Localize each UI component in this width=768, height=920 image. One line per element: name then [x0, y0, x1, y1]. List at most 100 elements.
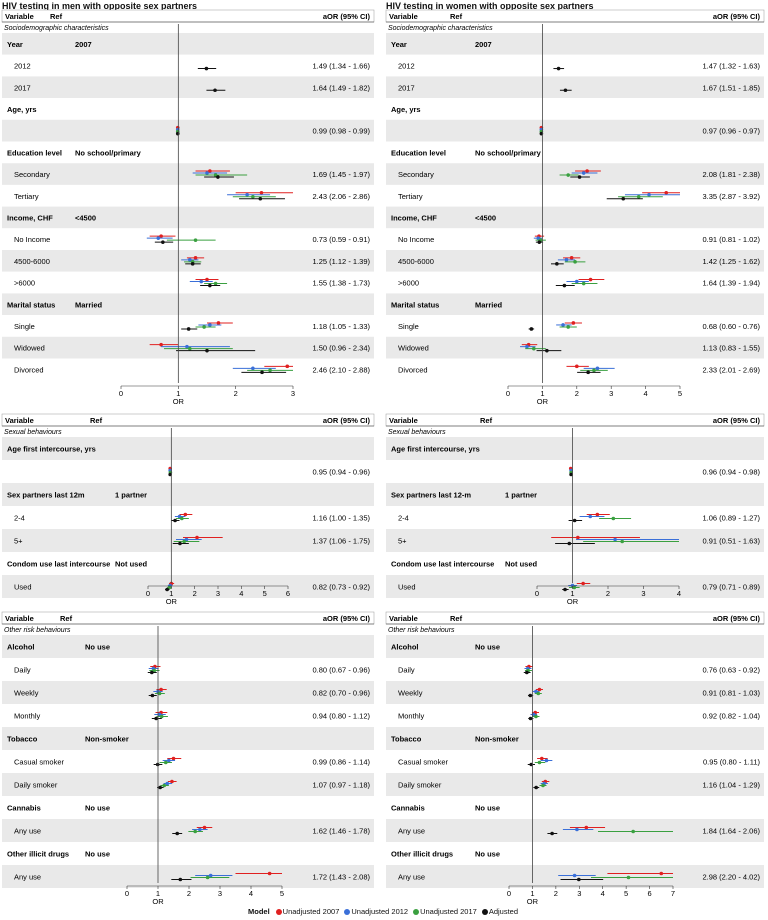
row-label: 2-4 [14, 514, 25, 523]
header-ref: Ref [50, 12, 63, 21]
table-row [2, 358, 374, 381]
row-group-label: Sex partners last 12-m [391, 491, 471, 500]
point-estimate-u12 [534, 689, 538, 694]
row-group-label: Marital status [7, 300, 55, 309]
row-label: Used [398, 583, 416, 592]
point-estimate-adj [150, 670, 154, 675]
men-panel-title: HIV testing in men with opposite sex par… [2, 1, 198, 11]
row-label: Secondary [398, 170, 434, 179]
point-estimate-u17 [566, 173, 570, 177]
table-row [2, 437, 374, 460]
row-ref-label: Not used [115, 560, 148, 569]
table-row [386, 552, 764, 575]
table-row [386, 796, 764, 819]
point-estimate-adj [586, 370, 590, 375]
header-variable: Variable [389, 12, 418, 21]
point-estimate-u12 [564, 258, 569, 262]
point-estimate-u07 [595, 512, 600, 517]
x-tick-label: 2 [193, 589, 197, 598]
point-estimate-u07 [581, 581, 585, 586]
point-estimate-adj [154, 716, 158, 721]
table-row [2, 796, 374, 819]
point-estimate-adj [569, 472, 573, 477]
x-tick-label: 3 [218, 889, 222, 898]
x-tick-label: 1 [570, 589, 574, 598]
row-aor-value: 1.16 (1.00 - 1.35) [312, 514, 370, 523]
table-row [386, 773, 764, 796]
header-aor: aOR (95% CI) [713, 614, 761, 623]
point-estimate-u07 [571, 321, 576, 325]
table-row [386, 315, 764, 337]
row-ref-label: Married [75, 300, 103, 309]
point-estimate-adj [621, 196, 626, 201]
row-aor-value: 2.98 (2.20 - 4.02) [702, 873, 760, 882]
point-estimate-u12 [647, 192, 651, 197]
point-estimate-u17 [534, 714, 538, 719]
row-group-label: Age first intercourse, yrs [7, 445, 96, 454]
row-aor-value: 1.37 (1.06 - 1.75) [312, 537, 370, 546]
row-ref-label: No school/primary [75, 148, 142, 157]
section-label: Sexual behaviours [4, 429, 62, 436]
row-label: Daily [14, 666, 31, 675]
row-label: Casual smoker [398, 758, 449, 767]
point-estimate-adj [525, 670, 529, 675]
point-estimate-u07 [208, 169, 212, 173]
table-row [2, 98, 374, 120]
point-estimate-u12 [177, 514, 182, 519]
row-label: Any use [398, 873, 425, 882]
point-estimate-adj [572, 518, 577, 523]
point-estimate-u07 [285, 364, 290, 369]
section-label: Sexual behaviours [388, 429, 446, 436]
point-estimate-u17 [205, 875, 210, 880]
table-row [386, 184, 764, 207]
x-tick-label: 3 [291, 389, 295, 398]
row-aor-value: 0.99 (0.86 - 1.14) [312, 758, 370, 767]
point-estimate-u07 [193, 256, 198, 260]
point-estimate-adj [150, 693, 155, 698]
point-estimate-u12 [188, 258, 192, 262]
row-group-label: Tobacco [391, 735, 422, 744]
point-estimate-u17 [157, 691, 162, 696]
table-row [386, 271, 764, 294]
point-estimate-u17 [611, 516, 616, 521]
table-row [2, 483, 374, 506]
x-tick-label: 1 [169, 589, 173, 598]
table-row [2, 750, 374, 773]
row-aor-value: 0.91 (0.81 - 1.02) [702, 235, 760, 244]
x-tick-label: 7 [671, 889, 675, 898]
table-row [386, 163, 764, 185]
point-estimate-u07 [584, 825, 589, 830]
point-estimate-u17 [537, 760, 542, 765]
x-tick-label: 2 [234, 389, 238, 398]
point-estimate-u07 [202, 825, 207, 830]
point-estimate-u17 [193, 238, 198, 242]
row-aor-value: 0.91 (0.51 - 1.63) [702, 537, 760, 546]
table-row [386, 437, 764, 460]
point-estimate-adj [178, 877, 183, 882]
point-estimate-u07 [659, 871, 664, 876]
point-estimate-adj [175, 831, 180, 836]
legend-title: Model [247, 907, 270, 916]
point-estimate-u12 [156, 236, 161, 240]
table-row [386, 658, 764, 681]
table-row [386, 750, 764, 773]
point-estimate-u17 [626, 875, 631, 880]
row-aor-value: 0.99 (0.98 - 0.99) [312, 127, 370, 136]
x-tick-label: 4 [644, 389, 648, 398]
table-row [386, 358, 764, 381]
point-estimate-u07 [205, 277, 209, 282]
x-tick-label: 5 [624, 889, 628, 898]
table-row [2, 141, 374, 164]
table-row [386, 54, 764, 77]
x-tick-label: 0 [506, 389, 510, 398]
row-aor-value: 1.64 (1.39 - 1.94) [702, 279, 760, 288]
row-label: Widowed [398, 344, 429, 353]
point-estimate-u17 [566, 325, 570, 329]
point-estimate-u07 [159, 687, 163, 692]
row-aor-value: 0.73 (0.59 - 0.91) [312, 235, 370, 244]
point-estimate-u12 [208, 323, 212, 327]
point-estimate-adj [204, 66, 209, 71]
row-aor-value: 1.84 (1.64 - 2.06) [702, 827, 760, 836]
table-row [386, 119, 764, 142]
point-estimate-adj [556, 66, 561, 71]
